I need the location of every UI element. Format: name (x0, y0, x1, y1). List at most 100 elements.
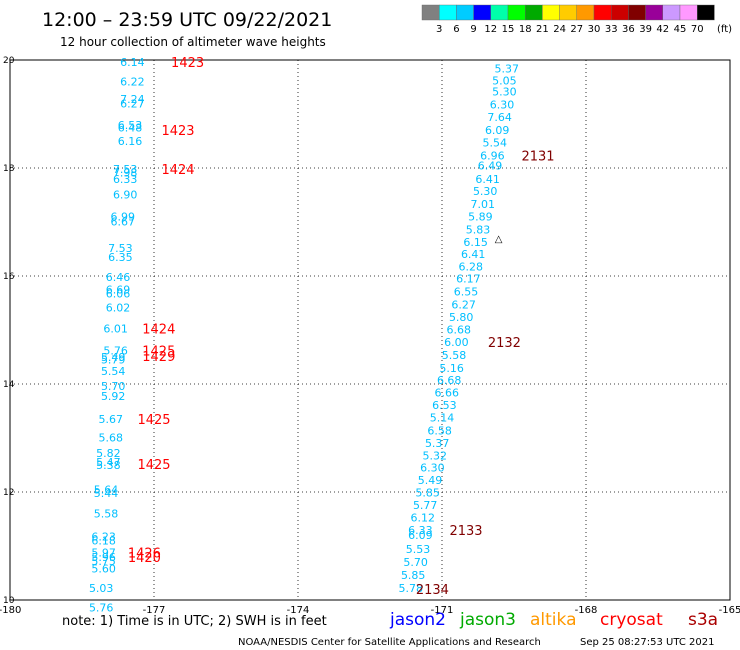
data-point: 5.05 (492, 75, 517, 88)
y-tick-label: 18 (3, 164, 15, 174)
data-point: 6.35 (108, 251, 133, 264)
data-point: 6.30 (490, 98, 515, 111)
grid (10, 60, 730, 600)
colorbar-swatch (456, 4, 474, 21)
data-point: 5.54 (101, 365, 126, 378)
colorbar-swatch (507, 4, 526, 21)
x-tick-label: -174 (287, 605, 310, 616)
data-point: 5.76 (89, 602, 114, 615)
data-point: 7.98 (113, 166, 138, 179)
time-label: 2131 (521, 150, 554, 165)
data-point: 6.28 (459, 260, 484, 273)
time-label: 1424 (161, 163, 194, 178)
data-point: 5.82 (96, 447, 121, 460)
data-point: 6.90 (113, 188, 138, 201)
data-point: 6.30 (420, 462, 445, 475)
data-point: 7.24 (120, 93, 145, 106)
data-point: 7.53 (108, 242, 133, 255)
x-tick-label: -165 (719, 605, 740, 616)
colorbar-label: 12 (484, 24, 497, 35)
colorbar-swatch (697, 4, 715, 21)
colorbar-swatch (473, 4, 492, 21)
time-label: 1425 (142, 345, 175, 360)
data-point: 6.27 (451, 299, 476, 312)
data-point: 5.68 (99, 431, 124, 444)
colorbar-swatch (593, 4, 612, 21)
data-point: 6.00 (444, 336, 469, 349)
colorbar-swatch (559, 4, 577, 21)
data-point: 6.06 (106, 287, 131, 300)
data-point: 6.02 (106, 301, 131, 314)
data-point: 5.80 (449, 311, 474, 324)
time-label: 2134 (416, 583, 449, 598)
time-label: 1424 (142, 322, 175, 337)
colorbar-swatch (525, 4, 543, 21)
data-point: 6.33 (113, 173, 138, 186)
colorbar-label: 39 (639, 24, 652, 35)
data-point: 6.55 (454, 286, 479, 299)
colorbar-label: 6 (453, 24, 459, 35)
data-point: 6.09 (485, 124, 510, 137)
data-point: 6.53 (118, 119, 143, 132)
colorbar-label: 36 (622, 24, 635, 35)
colorbar-swatch (662, 4, 681, 21)
data-point: 6.17 (456, 273, 481, 286)
timestamp-text: Sep 25 08:27:53 UTC 2021 (580, 637, 714, 648)
colorbar-label: 15 (502, 24, 515, 35)
data-point: 5.64 (94, 483, 119, 496)
data-point: 6.53 (432, 399, 457, 412)
colorbar-label: 18 (519, 24, 532, 35)
data-point: 5.75 (91, 555, 116, 568)
data-point: 5.97 (91, 546, 116, 559)
data-point: 5.47 (96, 456, 121, 469)
time-label: 2132 (488, 336, 521, 351)
time-labels: 1423142314241424142514291425142514261420… (128, 56, 555, 598)
data-point: 5.14 (430, 411, 455, 424)
data-point: 5.60 (91, 563, 116, 576)
colorbar-swatch (421, 4, 440, 21)
data-point: 7.01 (471, 198, 496, 211)
data-point: 7.64 (487, 111, 512, 124)
data-point: 5.37 (425, 437, 450, 450)
colorbar-label: 9 (470, 24, 476, 35)
colorbar-label: 42 (656, 24, 669, 35)
time-label: 1429 (142, 350, 175, 365)
time-label: 2133 (449, 524, 482, 539)
data-point: 5.67 (99, 413, 124, 426)
satellite-jason2: jason2 (389, 610, 446, 630)
satellite-legend: jason2 jason3 altika cryosat s3a (389, 610, 718, 630)
data-point: 5.53 (406, 543, 431, 556)
colorbar-label: 30 (588, 24, 601, 35)
y-tick-label: 12 (3, 488, 14, 498)
time-label: 1425 (137, 413, 170, 428)
colorbar-swatch (542, 4, 560, 21)
data-point: 5.85 (415, 487, 440, 500)
note-text: note: 1) Time is in UTC; 2) SWH is in fe… (62, 614, 327, 629)
data-point: 5.03 (89, 582, 114, 595)
data-point: 6.15 (463, 236, 488, 249)
data-point: 5.38 (96, 459, 121, 472)
position-marker: △ (495, 234, 503, 245)
colorbar-label: 27 (570, 24, 583, 35)
data-point: 6.18 (91, 535, 116, 548)
colorbar-swatch (645, 4, 663, 21)
data-point: 5.44 (94, 487, 119, 500)
data-point: 6.41 (461, 248, 486, 261)
satellite-cryosat: cryosat (600, 610, 663, 630)
data-point: 5.30 (473, 185, 498, 198)
data-point: 5.32 (423, 449, 448, 462)
y-tick-label: 14 (3, 380, 15, 390)
x-tick-label: -180 (0, 605, 21, 616)
y-tick-label: 20 (3, 56, 15, 66)
colorbar-label: 33 (605, 24, 618, 35)
colorbar-swatch (628, 4, 646, 21)
colorbar-label: 21 (536, 24, 549, 35)
satellite-altika: altika (530, 610, 577, 630)
data-point: 5.30 (492, 85, 517, 98)
data-point: 6.22 (120, 76, 145, 89)
data-point: 5.79 (101, 354, 126, 367)
colorbar-swatch (490, 4, 509, 21)
colorbar-unit: (ft) (717, 24, 732, 35)
data-point: 5.92 (101, 390, 126, 403)
